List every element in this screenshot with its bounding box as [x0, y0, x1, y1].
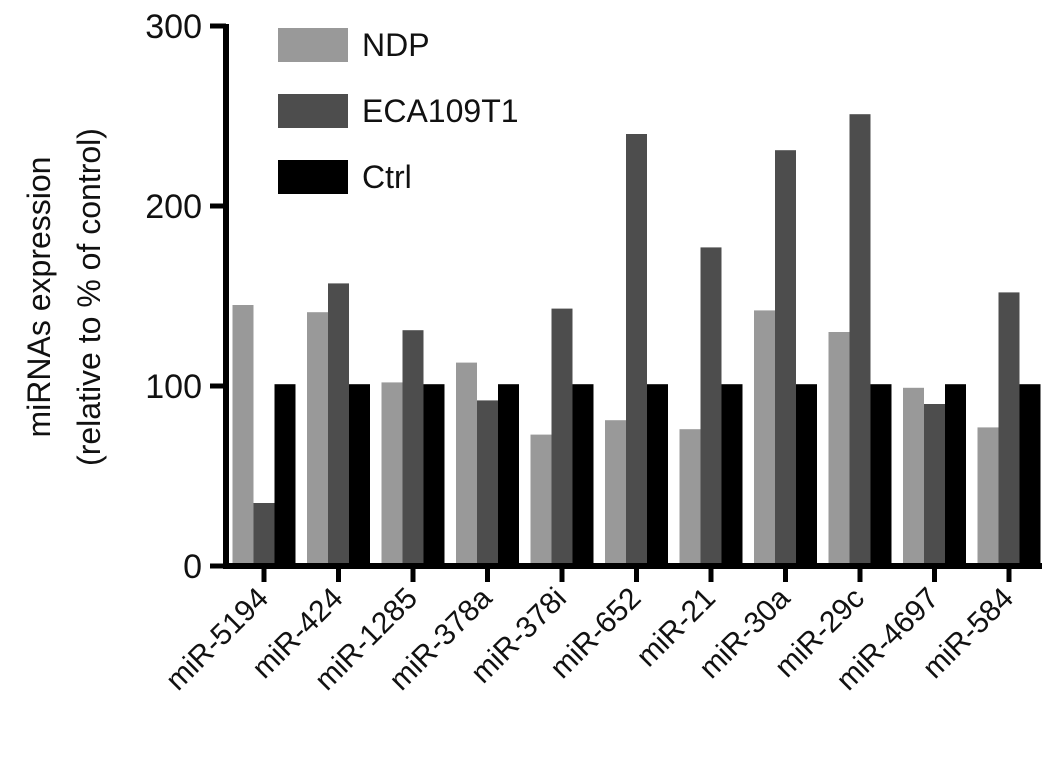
- bar-ctrl-mir-378i: [572, 384, 594, 566]
- y-axis-title-line1: miRNAs expression: [21, 157, 57, 438]
- y-tick-label-0: 0: [183, 548, 202, 586]
- bar-eca109t1-mir-21: [700, 247, 722, 566]
- bar-ndp-mir-21: [679, 429, 701, 566]
- bar-ndp-mir-424: [307, 312, 328, 566]
- bar-ctrl-mir-652: [647, 384, 668, 566]
- bar-ctrl-mir-29c: [870, 384, 892, 566]
- x-tick-label-mir-5194: miR-5194: [160, 582, 275, 697]
- bar-ctrl-mir-584: [1019, 384, 1041, 566]
- bar-eca109t1-mir-4697: [924, 404, 945, 566]
- bars-layer: [232, 114, 1041, 566]
- bar-ndp-mir-378a: [456, 362, 477, 566]
- bar-eca109t1-mir-584: [998, 292, 1020, 566]
- bar-ctrl-mir-4697: [945, 384, 966, 566]
- bar-ctrl-mir-30a: [796, 384, 817, 566]
- bar-ndp-mir-5194: [232, 305, 254, 566]
- legend-swatch-ndp: [278, 28, 348, 62]
- legend-swatch-ctrl: [278, 160, 348, 194]
- bar-eca109t1-mir-1285: [402, 330, 424, 566]
- legend-label-ctrl: Ctrl: [362, 159, 412, 195]
- bar-eca109t1-mir-652: [626, 134, 647, 566]
- bar-eca109t1-mir-29c: [849, 114, 871, 566]
- bar-ndp-mir-584: [977, 427, 999, 566]
- bar-ndp-mir-29c: [828, 332, 850, 566]
- bar-eca109t1-mir-5194: [253, 503, 275, 566]
- bar-eca109t1-mir-30a: [775, 150, 796, 566]
- y-tick-label-100: 100: [145, 368, 202, 406]
- y-axis-title-line2: (relative to % of control): [71, 128, 107, 466]
- legend-swatch-eca109t1: [278, 94, 348, 128]
- bar-ndp-mir-378i: [530, 434, 552, 566]
- bar-ctrl-mir-378a: [498, 384, 519, 566]
- y-tick-label-300: 300: [145, 8, 202, 46]
- bar-eca109t1-mir-378i: [551, 308, 573, 566]
- bar-ctrl-mir-424: [349, 384, 370, 566]
- bar-ctrl-mir-5194: [274, 384, 296, 566]
- bar-eca109t1-mir-378a: [477, 400, 498, 566]
- y-tick-label-200: 200: [145, 188, 202, 226]
- bar-ndp-mir-1285: [381, 382, 403, 566]
- bar-ndp-mir-652: [605, 420, 626, 566]
- bar-ndp-mir-4697: [903, 387, 924, 566]
- bar-ctrl-mir-21: [721, 384, 743, 566]
- y-axis-title: miRNAs expression (relative to % of cont…: [21, 128, 107, 466]
- bar-ctrl-mir-1285: [423, 384, 445, 566]
- bar-eca109t1-mir-424: [328, 283, 349, 566]
- legend-label-ndp: NDP: [362, 27, 430, 63]
- legend-label-eca109t1: ECA109T1: [362, 93, 519, 129]
- legend: NDP ECA109T1 Ctrl: [278, 27, 519, 195]
- bar-ndp-mir-30a: [754, 310, 775, 566]
